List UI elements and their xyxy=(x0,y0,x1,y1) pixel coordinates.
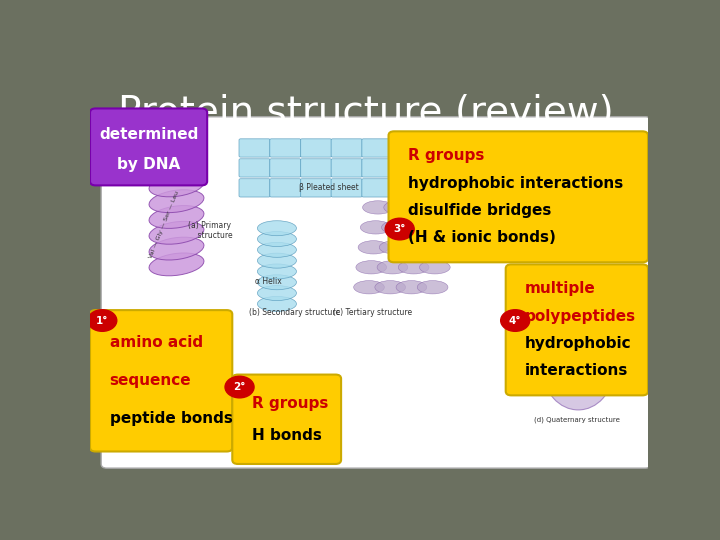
Text: α Helix: α Helix xyxy=(255,277,282,286)
Circle shape xyxy=(500,310,530,332)
Ellipse shape xyxy=(149,221,204,244)
Ellipse shape xyxy=(398,261,429,274)
Text: interactions: interactions xyxy=(526,363,629,378)
Text: by DNA: by DNA xyxy=(117,157,180,172)
Text: Val — Gly — Ser — Leu: Val — Gly — Ser — Leu xyxy=(148,191,180,259)
Text: 4°: 4° xyxy=(509,315,521,326)
Ellipse shape xyxy=(149,206,204,228)
Ellipse shape xyxy=(418,281,448,294)
Text: R groups: R groups xyxy=(408,148,485,164)
Text: Protein structure (review): Protein structure (review) xyxy=(118,94,613,132)
Ellipse shape xyxy=(544,331,613,410)
Ellipse shape xyxy=(420,261,450,274)
Ellipse shape xyxy=(400,241,431,254)
Ellipse shape xyxy=(422,241,452,254)
Text: hydrophobic: hydrophobic xyxy=(526,336,632,351)
Text: β Pleated sheet: β Pleated sheet xyxy=(300,183,359,192)
FancyBboxPatch shape xyxy=(270,139,301,157)
FancyBboxPatch shape xyxy=(361,139,393,157)
Ellipse shape xyxy=(149,237,204,260)
FancyBboxPatch shape xyxy=(239,179,270,197)
Ellipse shape xyxy=(377,261,408,274)
Text: (c) Tertiary structure: (c) Tertiary structure xyxy=(333,308,412,317)
Text: (H & ionic bonds): (H & ionic bonds) xyxy=(408,230,556,245)
Ellipse shape xyxy=(356,261,387,274)
Text: polypeptides: polypeptides xyxy=(526,309,636,324)
FancyBboxPatch shape xyxy=(300,139,332,157)
FancyBboxPatch shape xyxy=(331,159,362,177)
FancyBboxPatch shape xyxy=(331,139,362,157)
FancyBboxPatch shape xyxy=(361,179,393,197)
FancyBboxPatch shape xyxy=(90,310,233,451)
FancyBboxPatch shape xyxy=(361,159,393,177)
Text: sequence: sequence xyxy=(109,373,191,388)
Text: (a) Primary
    structure: (a) Primary structure xyxy=(188,221,233,240)
Text: 3°: 3° xyxy=(394,224,406,234)
FancyBboxPatch shape xyxy=(233,375,341,464)
FancyBboxPatch shape xyxy=(392,159,423,177)
Ellipse shape xyxy=(258,296,297,312)
Ellipse shape xyxy=(402,221,433,234)
Text: amino acid: amino acid xyxy=(109,335,202,350)
FancyBboxPatch shape xyxy=(90,109,207,185)
Ellipse shape xyxy=(424,221,454,234)
Text: 2°: 2° xyxy=(233,382,246,392)
FancyBboxPatch shape xyxy=(300,179,332,197)
Ellipse shape xyxy=(379,241,410,254)
Text: disulfide bridges: disulfide bridges xyxy=(408,203,552,218)
FancyBboxPatch shape xyxy=(101,117,651,468)
FancyBboxPatch shape xyxy=(239,139,270,157)
Ellipse shape xyxy=(149,253,204,276)
Circle shape xyxy=(88,310,117,332)
Ellipse shape xyxy=(426,201,457,214)
FancyBboxPatch shape xyxy=(239,159,270,177)
Circle shape xyxy=(385,218,414,240)
Ellipse shape xyxy=(258,264,297,279)
FancyBboxPatch shape xyxy=(389,131,648,262)
Ellipse shape xyxy=(258,232,297,246)
FancyBboxPatch shape xyxy=(270,159,301,177)
FancyBboxPatch shape xyxy=(392,139,423,157)
Text: H bonds: H bonds xyxy=(252,428,322,443)
Ellipse shape xyxy=(149,190,204,213)
FancyBboxPatch shape xyxy=(300,159,332,177)
Ellipse shape xyxy=(258,286,297,301)
FancyBboxPatch shape xyxy=(331,179,362,197)
Ellipse shape xyxy=(354,281,384,294)
Ellipse shape xyxy=(396,281,427,294)
Ellipse shape xyxy=(363,201,393,214)
Text: peptide bonds: peptide bonds xyxy=(109,411,233,426)
Ellipse shape xyxy=(375,281,405,294)
Ellipse shape xyxy=(258,253,297,268)
Text: (d) Quaternary structure: (d) Quaternary structure xyxy=(534,416,619,423)
Text: hydrophobic interactions: hydrophobic interactions xyxy=(408,176,624,191)
Text: multiple: multiple xyxy=(526,281,596,296)
Ellipse shape xyxy=(258,275,297,290)
Ellipse shape xyxy=(258,221,297,235)
Text: R groups: R groups xyxy=(252,396,328,410)
Ellipse shape xyxy=(384,201,415,214)
Ellipse shape xyxy=(405,201,436,214)
Text: 1°: 1° xyxy=(96,315,109,326)
FancyBboxPatch shape xyxy=(505,265,648,395)
Circle shape xyxy=(225,376,254,398)
FancyBboxPatch shape xyxy=(392,179,423,197)
Ellipse shape xyxy=(382,221,413,234)
Text: (b) Secondary structure: (b) Secondary structure xyxy=(249,308,340,317)
Ellipse shape xyxy=(149,174,204,197)
Ellipse shape xyxy=(569,315,621,367)
Ellipse shape xyxy=(360,221,391,234)
Ellipse shape xyxy=(358,241,389,254)
Ellipse shape xyxy=(258,242,297,258)
Text: determined: determined xyxy=(99,127,198,143)
FancyBboxPatch shape xyxy=(270,179,301,197)
